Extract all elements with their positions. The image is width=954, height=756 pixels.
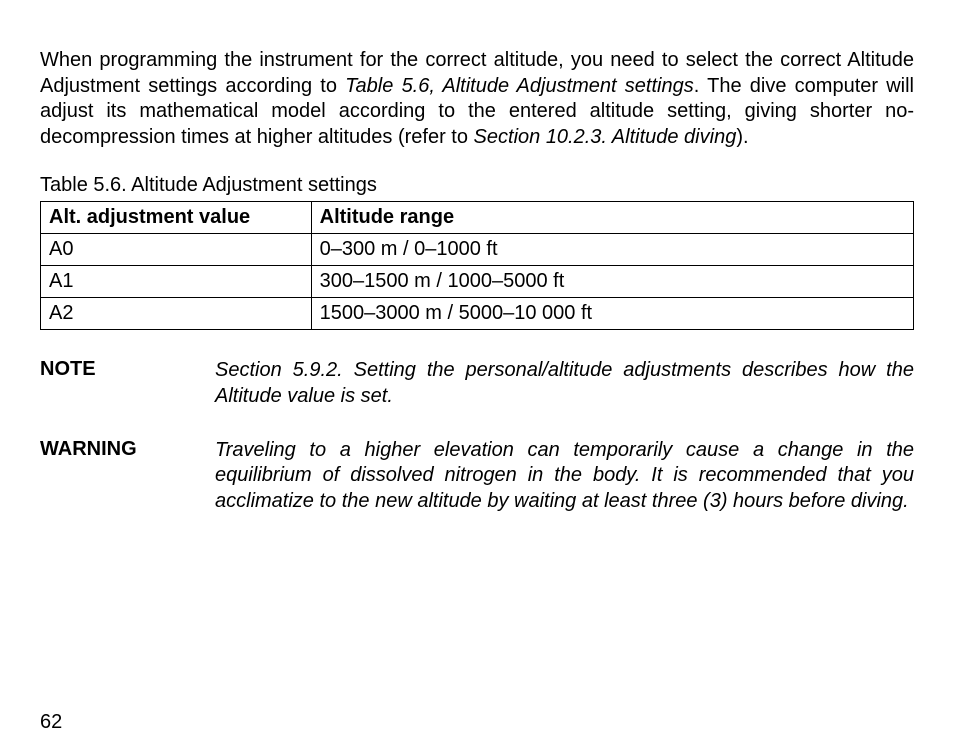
table-cell: 0–300 m / 0–1000 ft xyxy=(311,234,913,266)
table-row: A1 300–1500 m / 1000–5000 ft xyxy=(41,266,914,298)
table-header-cell: Altitude range xyxy=(311,202,913,234)
table-reference: Table 5.6, Altitude Adjustment settings xyxy=(345,75,694,97)
note-label: NOTE xyxy=(40,358,215,409)
warning-text: Traveling to a higher elevation can temp… xyxy=(215,438,914,515)
paragraph-part3: ). xyxy=(736,126,748,148)
table-row: A2 1500–3000 m / 5000–10 000 ft xyxy=(41,298,914,330)
table-cell: 300–1500 m / 1000–5000 ft xyxy=(311,266,913,298)
table-cell: A0 xyxy=(41,234,312,266)
altitude-table: Alt. adjustment value Altitude range A0 … xyxy=(40,201,914,330)
manual-page: When programming the instrument for the … xyxy=(0,0,954,756)
table-header-row: Alt. adjustment value Altitude range xyxy=(41,202,914,234)
warning-block: WARNING Traveling to a higher elevation … xyxy=(40,438,914,515)
note-block: NOTE Section 5.9.2. Setting the personal… xyxy=(40,358,914,409)
table-cell: 1500–3000 m / 5000–10 000 ft xyxy=(311,298,913,330)
table-caption: Table 5.6. Altitude Adjustment settings xyxy=(40,174,914,197)
section-reference: Section 10.2.3. Altitude diving xyxy=(474,126,737,148)
table-row: A0 0–300 m / 0–1000 ft xyxy=(41,234,914,266)
table-cell: A1 xyxy=(41,266,312,298)
table-header-cell: Alt. adjustment value xyxy=(41,202,312,234)
page-number: 62 xyxy=(40,711,62,734)
note-text: Section 5.9.2. Setting the personal/alti… xyxy=(215,358,914,409)
intro-paragraph: When programming the instrument for the … xyxy=(40,48,914,150)
warning-label: WARNING xyxy=(40,438,215,515)
table-cell: A2 xyxy=(41,298,312,330)
